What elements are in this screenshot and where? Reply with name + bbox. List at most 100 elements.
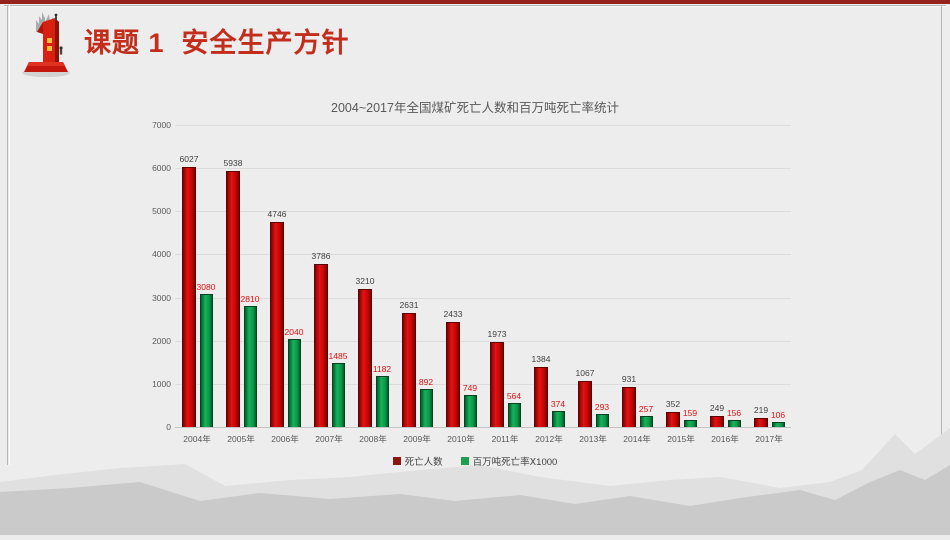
bar-value-deaths: 931	[621, 374, 637, 384]
bar-deaths	[226, 171, 240, 427]
gridline	[175, 254, 791, 256]
bar-deaths	[446, 322, 460, 427]
bar-value-rate: 293	[594, 402, 610, 412]
bar-value-rate: 892	[418, 377, 434, 387]
x-axis-label: 2015年	[667, 434, 695, 444]
bar-value-rate: 257	[638, 404, 654, 414]
bar-value-deaths: 4746	[267, 209, 287, 219]
x-axis-label: 2013年	[579, 434, 607, 444]
bar-value-rate: 3080	[196, 282, 216, 292]
bar-rate	[200, 294, 213, 427]
chart-title: 2004~2017年全国煤矿死亡人数和百万吨死亡率统计	[331, 101, 619, 115]
bar-deaths	[358, 289, 372, 427]
bar-value-deaths: 6027	[179, 154, 199, 164]
y-axis-tick: 3000	[152, 292, 171, 303]
gridline	[175, 383, 791, 385]
bar-value-deaths: 1384	[531, 354, 551, 364]
gridline	[175, 427, 791, 428]
bar-deaths	[270, 222, 284, 427]
legend-label-deaths: 死亡人数	[404, 457, 443, 468]
mountain-shapes	[0, 428, 950, 535]
frame-line-right	[941, 5, 942, 435]
bar-deaths	[578, 381, 592, 427]
x-axis-label: 2005年	[227, 434, 255, 444]
y-axis-tick: 7000	[152, 120, 171, 130]
bar-rate	[596, 414, 609, 427]
bar-rate	[376, 376, 389, 427]
bar-deaths	[182, 167, 196, 427]
bar-value-rate: 106	[770, 410, 786, 420]
bar-value-deaths: 5938	[223, 158, 243, 168]
mountain-decoration	[0, 420, 950, 535]
bar-value-rate: 749	[462, 383, 478, 393]
bar-value-rate: 2040	[284, 327, 304, 337]
bar-rate	[464, 395, 477, 427]
bar-value-deaths: 3210	[355, 276, 375, 286]
x-axis-label: 2008年	[359, 434, 387, 444]
plot-area: 0 1000 2000 3000 4000 5000 6000 7000 6027 3080 200…	[152, 120, 791, 444]
bar-deaths	[622, 387, 636, 427]
x-axis-label: 2007年	[315, 434, 343, 444]
gridline	[175, 297, 791, 299]
bar-rate	[640, 416, 653, 427]
bar-rate	[728, 420, 741, 427]
gridline	[175, 340, 791, 342]
x-axis-label: 2012年	[535, 434, 563, 444]
bar-deaths	[754, 418, 768, 427]
bar-value-deaths: 2631	[399, 300, 419, 310]
bar-value-deaths: 1067	[575, 368, 595, 378]
bar-rate	[332, 363, 345, 427]
legend-swatch-green	[460, 457, 469, 465]
bar-value-rate: 1182	[372, 364, 392, 374]
frame-line-left-highlight	[9, 5, 10, 465]
bar-value-rate: 159	[682, 408, 698, 418]
legend-label-rate: 百万吨死亡率Ⅹ1000	[472, 457, 558, 468]
chart-legend: 死亡人数 百万吨死亡率Ⅹ1000	[145, 454, 805, 468]
topic-number-icon	[16, 10, 78, 80]
y-axis-tick: 5000	[152, 206, 171, 217]
y-axis-tick: 2000	[152, 335, 171, 346]
bar-rate	[244, 306, 257, 427]
frame-line-top-highlight	[4, 6, 946, 7]
x-axis-label: 2010年	[447, 434, 475, 444]
bar-value-deaths: 219	[753, 405, 769, 415]
bar-deaths	[314, 264, 328, 427]
bar-value-rate: 2810	[240, 294, 260, 304]
x-axis-label: 2004年	[183, 434, 211, 444]
x-axis-label: 2016年	[711, 434, 739, 444]
bar-deaths	[402, 313, 416, 427]
bar-rate	[684, 420, 697, 427]
legend-item-deaths: 死亡人数	[392, 454, 443, 468]
page-title: 课题 1 安全生产方针	[84, 28, 350, 58]
bar-deaths	[666, 412, 680, 427]
x-axis-label: 2006年	[271, 434, 299, 444]
x-axis-label: 2017年	[755, 434, 783, 444]
bar-rate	[508, 403, 521, 427]
x-axis-label: 2009年	[403, 434, 431, 444]
bar-deaths	[534, 367, 548, 427]
bar-chart: 2004~2017年全国煤矿死亡人数和百万吨死亡率统计 0 1000 2000 300…	[145, 85, 805, 485]
gridline	[175, 211, 791, 213]
bar-value-rate: 156	[726, 408, 742, 418]
number-1-trophy-icon	[22, 12, 70, 77]
slide-header: 课题 1 安全生产方针	[0, 0, 950, 80]
bar-value-rate: 1485	[328, 351, 348, 361]
gridline	[175, 168, 791, 170]
x-axis-label: 2011年	[491, 434, 519, 444]
slide-top-red-edge	[0, 0, 950, 4]
bar-value-rate: 564	[506, 391, 522, 401]
bar-rate	[772, 422, 785, 427]
legend-swatch-red	[392, 457, 401, 465]
y-axis-tick: 4000	[152, 249, 171, 260]
frame-line-left	[7, 5, 8, 465]
bar-value-deaths: 3786	[311, 251, 331, 261]
bar-rate	[552, 411, 565, 427]
bar-value-deaths: 2433	[443, 309, 463, 319]
legend-item-rate: 百万吨死亡率Ⅹ1000	[460, 454, 558, 468]
bar-deaths	[490, 342, 504, 427]
x-axis-label: 2014年	[623, 434, 651, 444]
y-axis-tick: 6000	[152, 163, 171, 174]
y-axis-tick: 0	[166, 422, 171, 432]
bar-value-rate: 374	[550, 399, 566, 409]
